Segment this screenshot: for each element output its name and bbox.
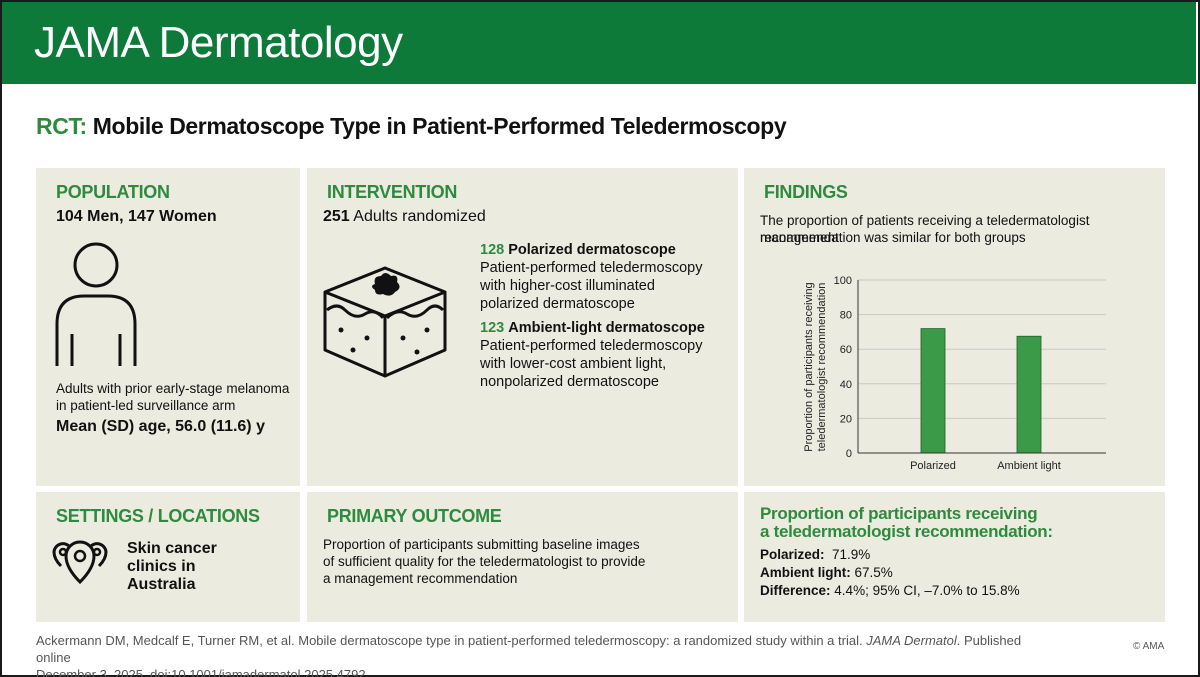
arm-2-title: Ambient-light dermatoscope <box>508 320 705 336</box>
intervention-total-number: 251 <box>323 208 350 225</box>
chart-gridlines <box>858 279 1106 419</box>
results-label: Difference: <box>760 583 831 598</box>
title-prefix: RCT: <box>36 113 87 139</box>
findings-text-1: The proportion of patients receiving a t… <box>760 213 1090 245</box>
results-heading-1: Proportion of participants receiving <box>760 504 1038 523</box>
primary-outcome-panel: PRIMARY OUTCOME Proportion of participan… <box>307 492 738 622</box>
arm-2-line-2: with lower-cost ambient light, <box>480 356 667 372</box>
arm-1-line-2: with higher-cost illuminated <box>480 278 655 294</box>
intervention-arm-2: 123 Ambient-light dermatoscope Patient-p… <box>480 319 705 391</box>
skin-lesion-icon <box>323 266 447 378</box>
results-row-difference: Difference: 4.4%; 95% CI, –7.0% to 15.8% <box>760 582 1020 600</box>
journal-title: JAMA Dermatology <box>34 18 403 67</box>
population-panel: POPULATION 104 Men, 147 Women Adults wit… <box>36 168 300 486</box>
results-value: 67.5% <box>854 565 893 580</box>
arm-2-number: 123 <box>480 320 505 336</box>
primary-outcome-line-3: a management recommendation <box>323 571 518 586</box>
chart-x-label: Ambient light <box>997 460 1061 472</box>
chart-y-tick-label: 100 <box>834 275 852 287</box>
settings-text: Skin cancer clinics in Australia <box>127 540 217 594</box>
person-icon <box>55 242 137 366</box>
results-value: 4.4%; 95% CI, –7.0% to 15.8% <box>834 583 1020 598</box>
population-description-1: Adults with prior early-stage melanoma <box>56 381 290 396</box>
chart-bar <box>1016 335 1042 454</box>
primary-outcome-heading: PRIMARY OUTCOME <box>327 506 502 526</box>
chart-y-ticks: 0 20 40 60 80 100 <box>834 275 852 460</box>
chart-y-tick-label: 80 <box>840 310 852 322</box>
chart-y-label-2: teledermatologist recommendation <box>816 283 828 452</box>
intervention-total-label: Adults randomized <box>353 208 486 225</box>
arm-1-title: Polarized dermatoscope <box>508 242 676 258</box>
chart-x-labels: Polarized Ambient light <box>910 460 1061 472</box>
copyright: © AMA <box>1133 641 1165 652</box>
journal-header: JAMA Dermatology <box>2 2 1196 84</box>
population-counts: 104 Men, 147 Women <box>56 208 217 225</box>
map-pins-icon <box>52 540 108 584</box>
citation-text-1: Ackermann DM, Medcalf E, Turner RM, et a… <box>36 633 867 648</box>
citation-text-2: . Published online <box>36 633 1022 665</box>
intervention-arm-1: 128 Polarized dermatoscope Patient-perfo… <box>480 241 702 313</box>
arm-1-line-1: Patient-performed teledermoscopy <box>480 260 703 276</box>
findings-text-2: recommendation was similar for both grou… <box>760 230 1026 245</box>
chart-y-tick-label: 60 <box>840 344 852 356</box>
chart-y-tick-label: 0 <box>846 448 852 460</box>
intervention-heading: INTERVENTION <box>327 182 458 202</box>
chart-y-tick-label: 40 <box>840 379 852 391</box>
results-row-polarized: Polarized: 71.9% <box>760 546 1020 564</box>
chart-bars <box>920 328 1042 454</box>
intervention-total: 251 Adults randomized <box>323 208 486 226</box>
settings-panel: SETTINGS / LOCATIONS Skin cancer clinics… <box>36 492 300 622</box>
settings-line-3: Australia <box>127 576 196 593</box>
arm-1-number: 128 <box>480 242 505 258</box>
findings-panel: FINDINGS The proportion of patients rece… <box>744 168 1165 486</box>
primary-outcome-line-2: of sufficient quality for the teledermat… <box>323 554 646 569</box>
findings-bar-chart: 0 20 40 60 80 100 Polarized Ambient light Prop… <box>803 275 1106 472</box>
chart-x-label: Polarized <box>910 460 956 472</box>
title-text: Mobile Dermatoscope Type in Patient-Perf… <box>92 113 787 139</box>
results-label: Polarized: <box>760 547 825 562</box>
results-row-ambient: Ambient light: 67.5% <box>760 564 1020 582</box>
settings-line-2: clinics in <box>127 558 196 575</box>
chart-y-tick-label: 20 <box>840 413 852 425</box>
results-heading: Proportion of participants receiving a t… <box>760 505 1053 541</box>
results-value: 71.9% <box>832 547 871 562</box>
results-label: Ambient light: <box>760 565 851 580</box>
results-heading-2: a teledermatologist recommendation: <box>760 522 1053 541</box>
results-list: Polarized: 71.9% Ambient light: 67.5% Di… <box>760 546 1020 600</box>
population-description-2: in patient-led surveillance arm <box>56 398 236 413</box>
intervention-panel: INTERVENTION 251 Adults randomized 128 P… <box>307 168 738 486</box>
chart-bar <box>920 328 946 454</box>
citation: Ackermann DM, Medcalf E, Turner RM, et a… <box>36 632 1036 677</box>
population-heading: POPULATION <box>56 182 170 202</box>
arm-1-line-3: polarized dermatoscope <box>480 296 635 312</box>
results-panel: Proportion of participants receiving a t… <box>744 492 1165 622</box>
population-age: Mean (SD) age, 56.0 (11.6) y <box>56 418 265 435</box>
page-title: RCT: Mobile Dermatoscope Type in Patient… <box>36 113 787 140</box>
settings-line-1: Skin cancer <box>127 540 217 557</box>
arm-2-line-1: Patient-performed teledermoscopy <box>480 338 703 354</box>
chart-y-label-1: Proportion of participants receiving <box>803 282 815 451</box>
citation-line-2: December 3, 2025. doi:10.1001/jamadermat… <box>36 667 366 677</box>
citation-journal: JAMA Dermatol <box>866 633 957 648</box>
primary-outcome-line-1: Proportion of participants submitting ba… <box>323 537 640 552</box>
arm-2-line-3: nonpolarized dermatoscope <box>480 374 659 390</box>
findings-heading: FINDINGS <box>764 182 848 202</box>
settings-heading: SETTINGS / LOCATIONS <box>56 506 260 526</box>
